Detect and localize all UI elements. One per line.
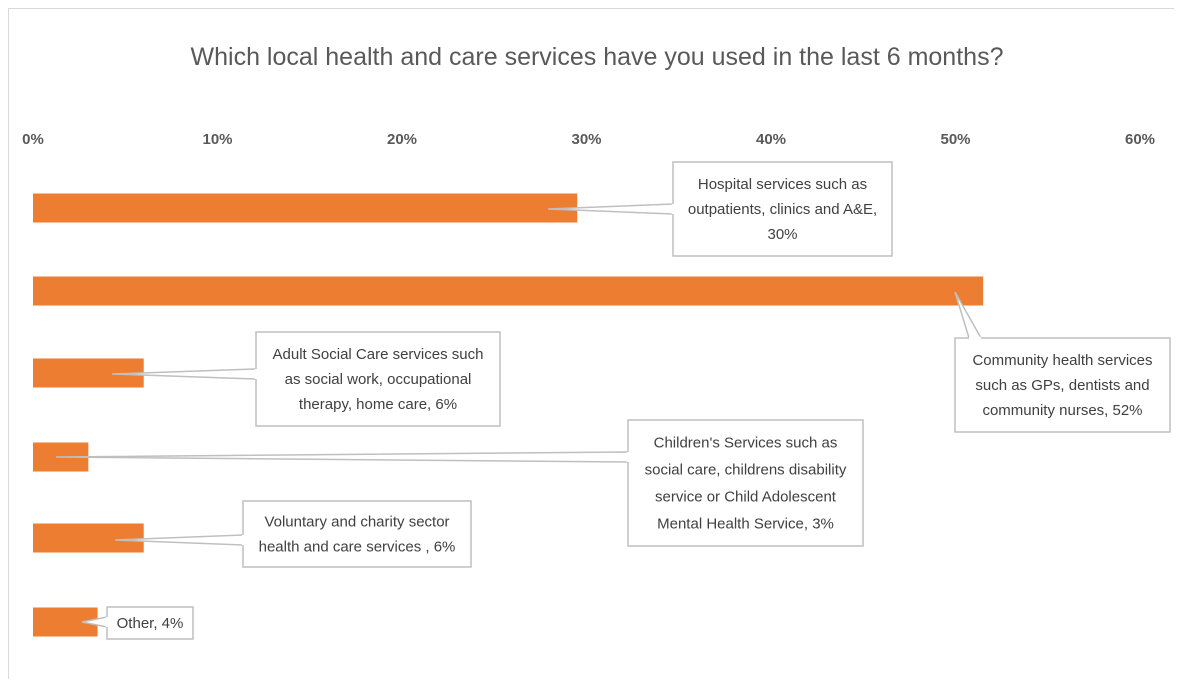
x-axis-ticks: 0% 10% 20% 30% 40% 50% 60% — [22, 131, 1155, 148]
callout-box — [954, 337, 1171, 433]
x-tick-label: 40% — [756, 131, 786, 148]
callout-leader — [55, 451, 629, 463]
data-label-line: 30% — [767, 226, 797, 243]
data-label-callouts: Hospital services such as outpatients, cl… — [55, 161, 1171, 640]
data-label-line: such as GPs, dentists and — [975, 377, 1149, 394]
data-label-line: outpatients, clinics and A&E, — [688, 201, 877, 218]
x-tick-label: 60% — [1125, 131, 1155, 148]
data-label-line: health and care services , 6% — [259, 539, 456, 556]
data-label-line: Community health services — [972, 352, 1152, 369]
data-label-line: therapy, home care, 6% — [299, 396, 457, 413]
data-label: Other, 4% — [81, 606, 194, 640]
x-tick-label: 20% — [387, 131, 417, 148]
data-label-line: social care, childrens disability — [645, 462, 847, 479]
data-label: Voluntary and charity sector health and c… — [114, 500, 472, 568]
x-tick-label: 0% — [22, 131, 44, 148]
data-label: Adult Social Care services such as social… — [111, 331, 501, 427]
x-tick-label: 50% — [940, 131, 970, 148]
data-label-line: Children's Services such as — [654, 435, 838, 452]
bars — [33, 193, 984, 637]
data-label-line: as social work, occupational — [285, 371, 472, 388]
bar — [33, 276, 984, 306]
callout-box — [672, 161, 893, 257]
data-label-line: Other, 4% — [117, 615, 184, 632]
callout-box — [106, 606, 194, 640]
data-label-line: service or Child Adolescent — [655, 489, 837, 506]
bar — [33, 523, 144, 553]
callout-box — [255, 331, 501, 427]
callout-box — [242, 500, 472, 568]
x-tick-label: 10% — [202, 131, 232, 148]
callout-box — [627, 419, 864, 547]
data-label: Hospital services such as outpatients, cl… — [547, 161, 893, 257]
data-label-line: Mental Health Service, 3% — [657, 516, 834, 533]
data-label-line: community nurses, 52% — [982, 402, 1142, 419]
data-label: Children's Services such as social care, … — [55, 419, 864, 547]
bar — [33, 193, 578, 223]
data-label: Community health services such as GPs, de… — [954, 291, 1171, 433]
x-tick-label: 30% — [571, 131, 601, 148]
data-label-line: Adult Social Care services such — [273, 346, 484, 363]
chart-title: Which local health and care services hav… — [191, 43, 1004, 71]
data-label-line: Voluntary and charity sector — [264, 514, 449, 531]
data-label-line: Hospital services such as — [698, 176, 867, 193]
